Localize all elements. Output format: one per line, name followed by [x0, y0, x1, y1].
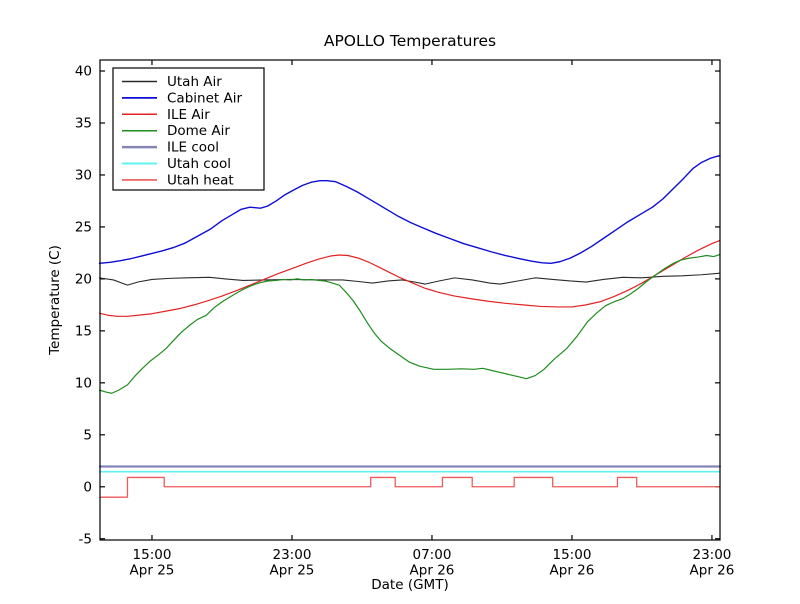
plot-series: [98, 155, 722, 498]
x-tick-label-time: 15:00: [133, 547, 172, 563]
y-tick-label: 0: [83, 479, 92, 495]
y-tick-label: 25: [75, 219, 92, 235]
y-tick-label: 15: [75, 323, 92, 339]
x-tick-label-time: 15:00: [553, 547, 592, 563]
x-tick-label-date: Apr 25: [270, 563, 315, 579]
legend-label: ILE Air: [167, 107, 210, 123]
y-axis-label: Temperature (C): [47, 245, 63, 356]
legend-label: Cabinet Air: [167, 90, 242, 106]
legend-label: Utah heat: [167, 172, 234, 188]
y-tick-label: 40: [75, 64, 92, 80]
x-tick-label-date: Apr 25: [130, 563, 175, 579]
legend-label: ILE cool: [167, 140, 219, 156]
series-utah-air: [98, 272, 721, 286]
plot-border: [99, 59, 721, 541]
x-axis-label: Date (GMT): [371, 577, 448, 593]
x-tick-label-date: Apr 26: [690, 563, 735, 579]
y-tick-label: 35: [75, 115, 92, 131]
series-cabinet-air: [98, 155, 721, 265]
x-tick-label-time: 07:00: [413, 547, 452, 563]
x-tick-label-time: 23:00: [273, 547, 312, 563]
y-tick-label: 10: [75, 375, 92, 391]
chart-title: APOLLO Temperatures: [324, 32, 496, 50]
series-utah-heat: [99, 476, 721, 498]
legend-box: [112, 67, 265, 191]
legend-label: Dome Air: [167, 123, 230, 139]
y-tick-label: 5: [83, 427, 92, 443]
legend-label: Utah Air: [167, 74, 222, 90]
y-tick-label: 20: [75, 271, 92, 287]
series-ile-air: [98, 239, 721, 317]
legend-label: Utah cool: [167, 156, 231, 172]
x-tick-label-time: 23:00: [692, 547, 731, 563]
y-tick-label: -5: [79, 531, 92, 547]
x-tick-label-date: Apr 26: [550, 563, 595, 579]
x-tick-label-date: Apr 26: [410, 563, 455, 579]
y-tick-label: 30: [75, 167, 92, 183]
series-dome-air: [98, 253, 721, 394]
